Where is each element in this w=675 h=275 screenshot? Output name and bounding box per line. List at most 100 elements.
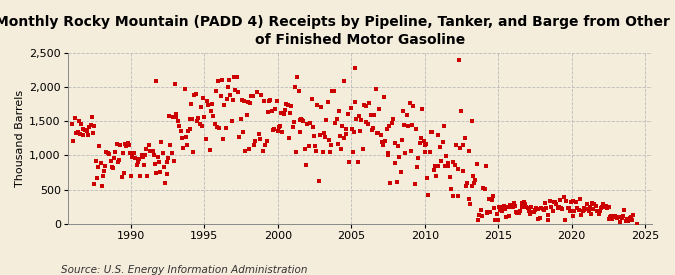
Point <box>152 155 163 160</box>
Point <box>178 146 188 150</box>
Point <box>535 215 545 220</box>
Point <box>432 133 443 137</box>
Point <box>396 170 406 174</box>
Point <box>350 66 360 71</box>
Point <box>78 133 88 138</box>
Point <box>130 155 141 160</box>
Point <box>597 205 608 210</box>
Point <box>244 101 255 105</box>
Point <box>410 182 421 186</box>
Point <box>481 211 492 215</box>
Point <box>581 207 592 211</box>
Point <box>331 117 342 121</box>
Point <box>373 131 383 135</box>
Point <box>543 213 554 217</box>
Point <box>470 178 481 182</box>
Point <box>412 165 423 169</box>
Point <box>315 104 326 109</box>
Point <box>558 195 569 199</box>
Point <box>163 155 173 160</box>
Point <box>437 140 448 144</box>
Point <box>252 89 263 94</box>
Point <box>442 161 453 165</box>
Point <box>291 150 302 154</box>
Point <box>202 99 213 103</box>
Point <box>165 143 176 147</box>
Point <box>444 175 455 180</box>
Point <box>119 171 130 175</box>
Point <box>492 218 503 222</box>
Point <box>234 135 245 139</box>
Point <box>458 169 468 174</box>
Point <box>375 132 386 137</box>
Point <box>549 200 560 204</box>
Point <box>420 143 431 147</box>
Point <box>207 101 217 106</box>
Point <box>275 111 286 115</box>
Point <box>124 142 135 147</box>
Point <box>501 215 512 220</box>
Point <box>230 88 241 92</box>
Point <box>173 119 184 123</box>
Point <box>480 187 491 191</box>
Point <box>520 205 531 209</box>
Point <box>585 205 595 210</box>
Point <box>607 217 618 221</box>
Point <box>119 142 130 146</box>
Point <box>564 209 575 213</box>
Point <box>540 200 551 205</box>
Point <box>383 151 394 155</box>
Point <box>239 98 250 103</box>
Point <box>257 148 268 153</box>
Point <box>588 207 599 211</box>
Point <box>155 170 165 174</box>
Point <box>350 100 360 104</box>
Point <box>425 150 435 154</box>
Point <box>206 109 217 113</box>
Point <box>394 155 405 160</box>
Point <box>429 167 439 172</box>
Point <box>263 98 274 103</box>
Point <box>583 209 594 213</box>
Point <box>315 133 325 137</box>
Point <box>526 205 537 209</box>
Point <box>489 205 500 210</box>
Point <box>585 211 596 216</box>
Point <box>353 160 364 164</box>
Point <box>202 103 213 108</box>
Point <box>379 95 389 99</box>
Point <box>163 114 174 119</box>
Point <box>589 202 600 207</box>
Point <box>406 123 417 127</box>
Point <box>78 126 89 131</box>
Text: Source: U.S. Energy Information Administration: Source: U.S. Energy Information Administ… <box>61 265 307 275</box>
Point <box>167 151 178 155</box>
Point <box>601 204 612 208</box>
Point <box>362 122 373 127</box>
Point <box>579 205 590 210</box>
Point <box>147 149 158 153</box>
Point <box>517 201 528 206</box>
Point <box>278 112 289 117</box>
Point <box>591 204 601 208</box>
Point <box>485 210 495 214</box>
Point <box>404 101 415 105</box>
Point <box>70 130 81 135</box>
Point <box>500 207 510 211</box>
Point <box>421 142 431 147</box>
Point <box>450 143 461 147</box>
Point <box>440 154 451 159</box>
Point <box>184 117 195 122</box>
Point <box>367 126 378 130</box>
Point <box>142 174 153 178</box>
Point <box>88 130 99 135</box>
Point <box>356 118 367 123</box>
Point <box>186 102 196 107</box>
Point <box>349 130 360 135</box>
Point <box>302 122 313 126</box>
Point <box>412 156 423 160</box>
Point <box>307 125 318 129</box>
Point <box>419 150 430 154</box>
Point <box>68 139 79 144</box>
Point <box>426 130 437 134</box>
